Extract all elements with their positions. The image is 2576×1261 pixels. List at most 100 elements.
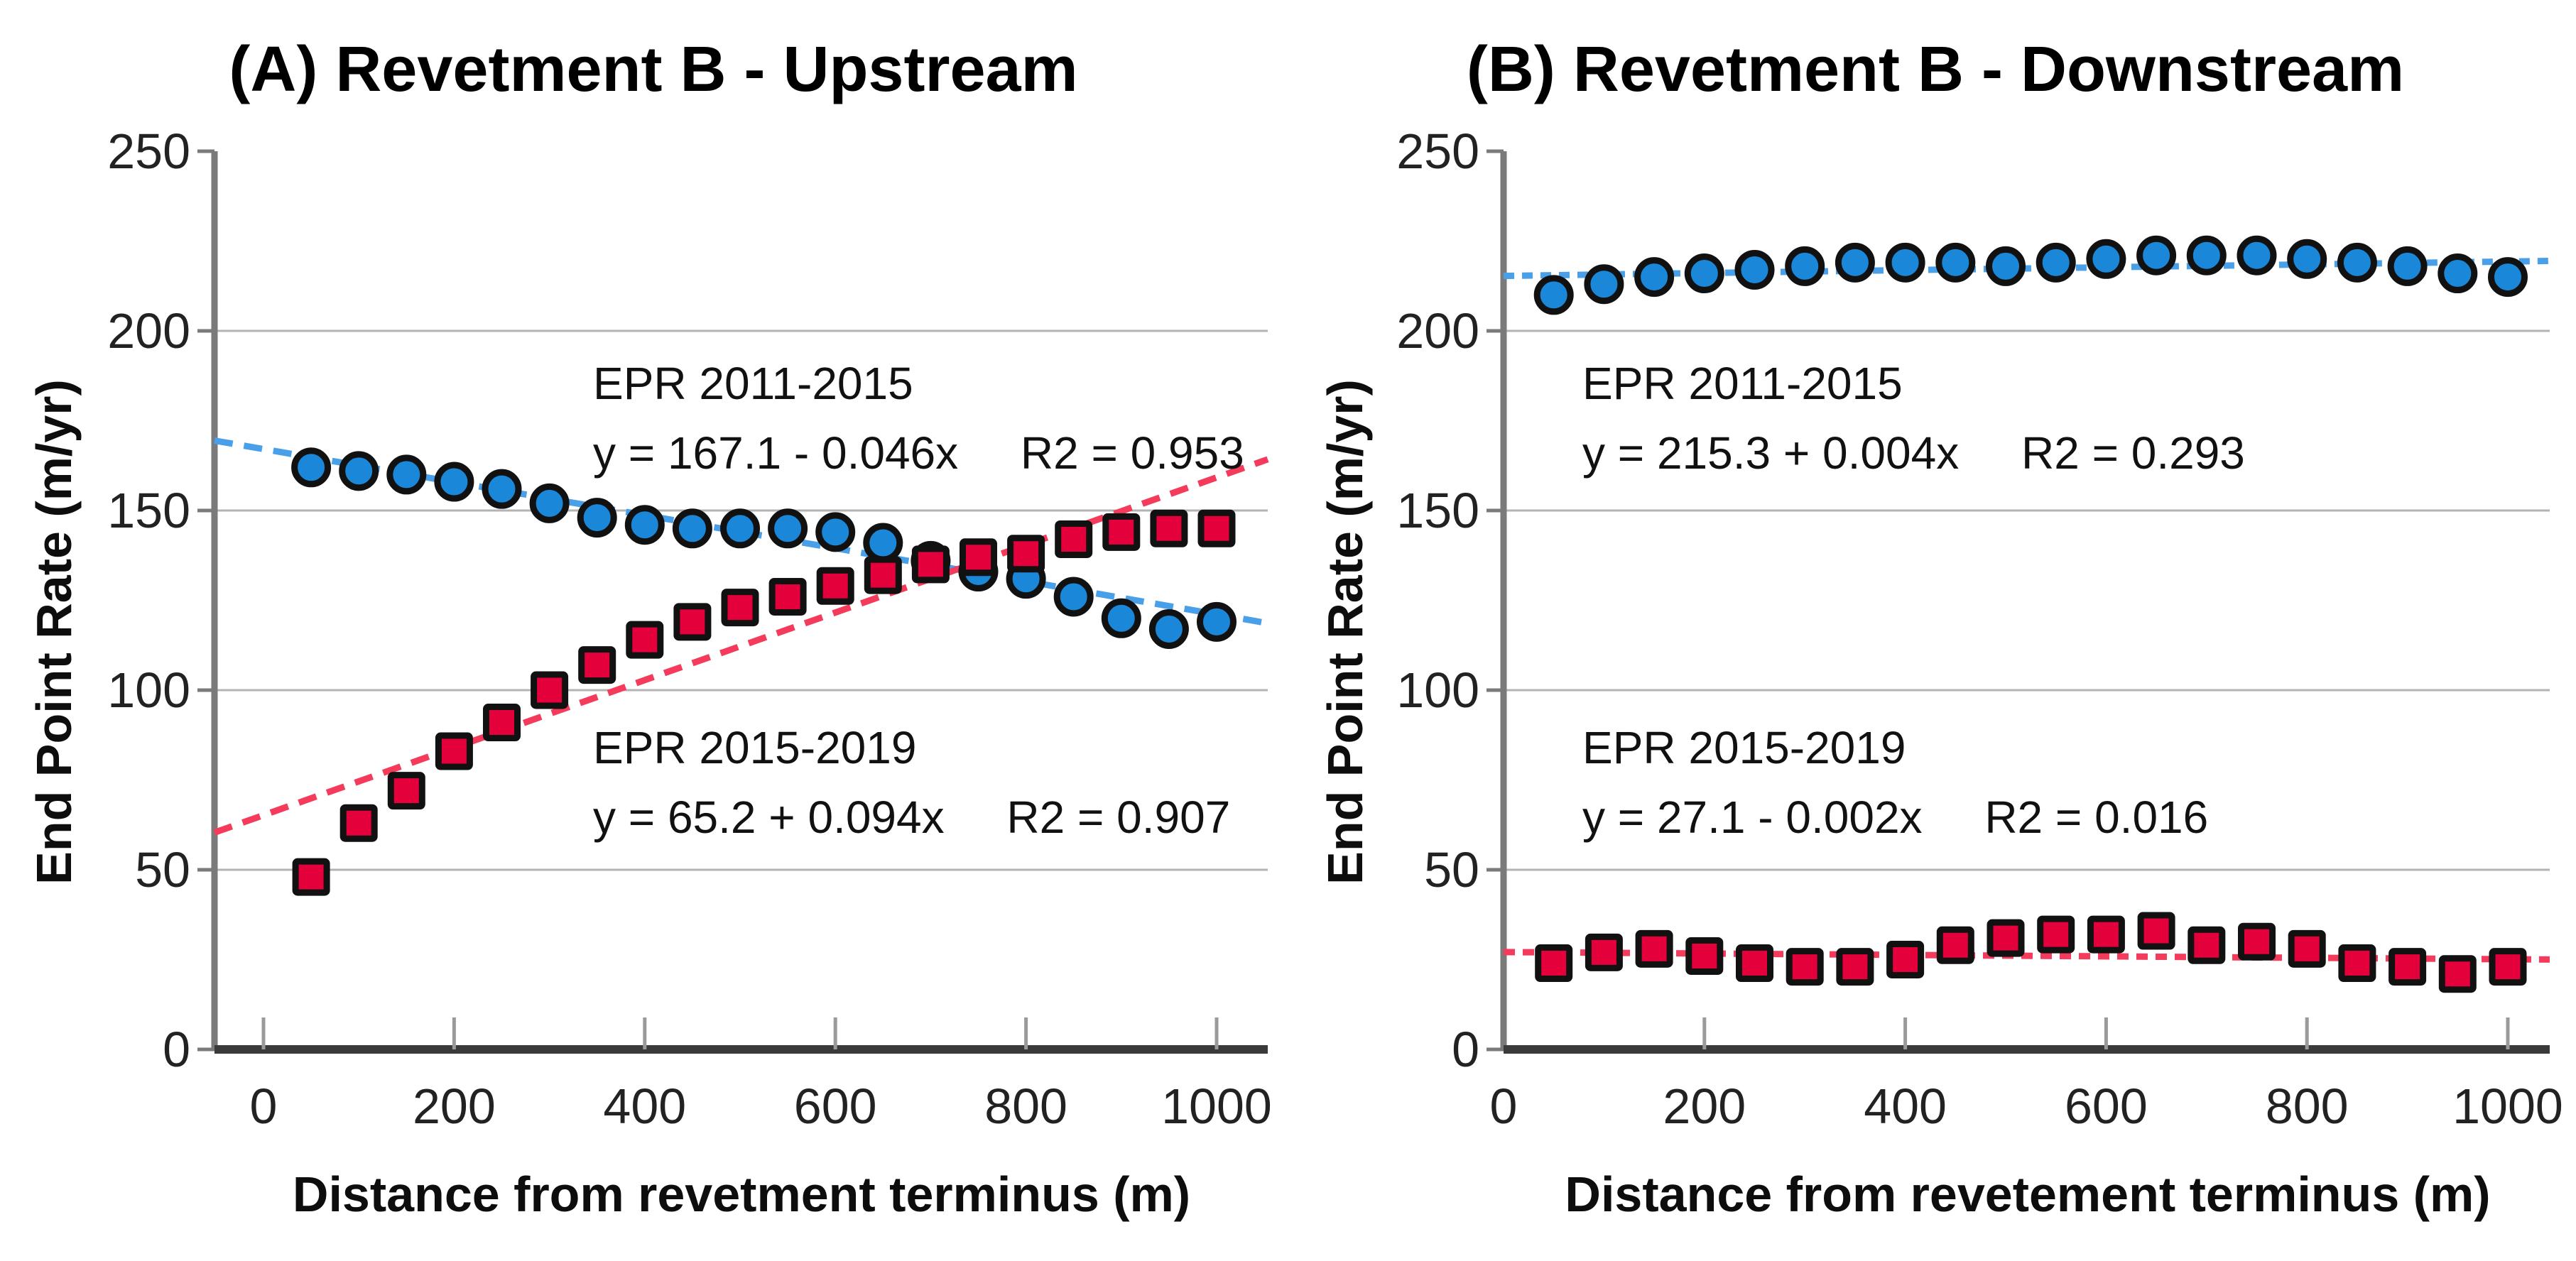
- x-tick-label: 200: [413, 1079, 496, 1134]
- data-point-circle: [2387, 246, 2428, 286]
- data-point-circle: [2136, 235, 2177, 275]
- data-point-circle: [2086, 239, 2126, 279]
- panel-b-series1-equation: y = 215.3 + 0.004x R2 = 0.293: [1582, 427, 2245, 479]
- data-point-square: [1150, 509, 1188, 547]
- data-point-circle: [1634, 257, 1675, 297]
- panel-a-series2-equation: y = 65.2 + 0.094x R2 = 0.907: [593, 792, 1230, 843]
- y-tick-label: 150: [1396, 483, 1479, 538]
- data-point-circle: [1734, 249, 1775, 290]
- data-point-circle: [2237, 235, 2277, 275]
- data-point-circle: [291, 447, 332, 488]
- data-point-square: [1836, 948, 1874, 986]
- panel-a-series1-equation: y = 167.1 - 0.046x R2 = 0.953: [593, 427, 1244, 479]
- panel-b-y-axis-title: End Point Rate (m/yr): [1317, 379, 1373, 885]
- panel-b-series2-r2-text: R2 = 0.016: [1984, 792, 2208, 843]
- x-tick-label: 400: [1864, 1079, 1947, 1134]
- data-point-square: [2288, 929, 2326, 968]
- panel-b-x-axis-title: Distance from revetement terminus (m): [1565, 1167, 2490, 1222]
- data-point-square: [816, 567, 854, 605]
- y-tick-label: 0: [1452, 1022, 1479, 1077]
- x-tick-label: 0: [1490, 1079, 1518, 1134]
- data-point-square: [1786, 948, 1824, 986]
- y-tick-label: 250: [107, 124, 190, 179]
- x-tick-label: 0: [250, 1079, 278, 1134]
- panel-b-series1-r2-text: R2 = 0.293: [2021, 427, 2245, 479]
- data-point-circle: [529, 483, 570, 523]
- data-point-square: [864, 556, 902, 594]
- data-point-square: [1102, 513, 1141, 551]
- data-point-circle: [1101, 598, 1141, 638]
- data-point-square: [1635, 929, 1673, 968]
- y-tick-label: 100: [1396, 662, 1479, 718]
- data-point-circle: [624, 505, 665, 545]
- panel-a-series1-r2-text: R2 = 0.953: [1021, 427, 1244, 479]
- data-point-square: [339, 804, 378, 842]
- panel-a-title: (A) Revetment B - Upstream: [229, 34, 1077, 105]
- data-point-square: [1936, 926, 1974, 964]
- x-tick-label: 800: [2266, 1079, 2349, 1134]
- x-tick-label: 800: [984, 1079, 1067, 1134]
- data-point-square: [2489, 948, 2527, 986]
- data-point-square: [2087, 915, 2125, 954]
- y-tick-label: 50: [135, 842, 190, 897]
- data-point-circle: [577, 498, 617, 538]
- data-point-square: [2338, 944, 2376, 983]
- data-point-square: [626, 621, 664, 659]
- panel-b-series1-equation-text: y = 215.3 + 0.004x: [1582, 427, 1959, 479]
- panel-a-series2-equation-text: y = 65.2 + 0.094x: [593, 792, 945, 843]
- data-point-circle: [863, 523, 903, 563]
- data-point-circle: [2287, 239, 2327, 279]
- panel-a-x-axis-title: Distance from revetment terminus (m): [293, 1167, 1190, 1222]
- data-point-circle: [1785, 246, 1825, 286]
- panel-a-plot-area: 0 50 100 150 200 250 0 200 400 600 800 1000: [107, 124, 1272, 1134]
- x-tick-label: 400: [603, 1079, 686, 1134]
- data-point-square: [483, 704, 521, 742]
- y-tick-label: 100: [107, 662, 190, 718]
- data-point-circle: [386, 454, 427, 495]
- data-point-square: [960, 538, 997, 577]
- panel-b-series2-equation-text: y = 27.1 - 0.002x: [1582, 792, 1923, 843]
- data-point-square: [911, 545, 950, 584]
- data-point-circle: [2438, 253, 2478, 294]
- data-point-square: [435, 732, 473, 770]
- panel-a-y-axis-title: End Point Rate (m/yr): [26, 379, 82, 885]
- data-point-square: [1197, 509, 1236, 547]
- data-point-square: [1007, 535, 1045, 573]
- x-tick-label: 600: [794, 1079, 877, 1134]
- data-point-square: [1685, 937, 1724, 975]
- data-point-circle: [2186, 235, 2227, 275]
- data-point-square: [1055, 520, 1093, 558]
- data-point-square: [2388, 948, 2427, 986]
- data-point-circle: [1835, 242, 1875, 283]
- panel-b-series1-label: EPR 2011-2015: [1582, 358, 1903, 409]
- data-point-circle: [1053, 577, 1094, 617]
- data-point-circle: [482, 469, 522, 509]
- data-point-square: [1585, 933, 1623, 971]
- panel-b-series2-label: EPR 2015-2019: [1582, 722, 1906, 773]
- data-point-square: [1987, 919, 2025, 957]
- y-tick-label: 200: [107, 303, 190, 359]
- data-point-circle: [2036, 242, 2076, 283]
- data-point-square: [768, 577, 807, 616]
- data-point-circle: [2337, 242, 2377, 283]
- data-point-circle: [672, 508, 712, 549]
- data-point-circle: [1584, 264, 1624, 305]
- panel-a-series1-label: EPR 2011-2015: [593, 358, 913, 409]
- data-point-circle: [1885, 242, 1925, 283]
- y-tick-label: 0: [163, 1022, 190, 1077]
- data-point-circle: [768, 508, 808, 549]
- x-tick-label: 600: [2065, 1079, 2148, 1134]
- y-tick-label: 200: [1396, 303, 1479, 359]
- x-tick-label: 200: [1663, 1079, 1746, 1134]
- data-point-circle: [1986, 246, 2026, 286]
- panel-b-series2-equation: y = 27.1 - 0.002x R2 = 0.016: [1582, 792, 2208, 843]
- data-point-square: [2188, 926, 2226, 964]
- data-point-square: [2438, 955, 2477, 993]
- data-point-circle: [434, 462, 474, 502]
- data-point-circle: [815, 512, 856, 552]
- data-point-square: [1535, 944, 1573, 983]
- panel-a-series2-r2-text: R2 = 0.907: [1006, 792, 1230, 843]
- y-tick-label: 150: [107, 483, 190, 538]
